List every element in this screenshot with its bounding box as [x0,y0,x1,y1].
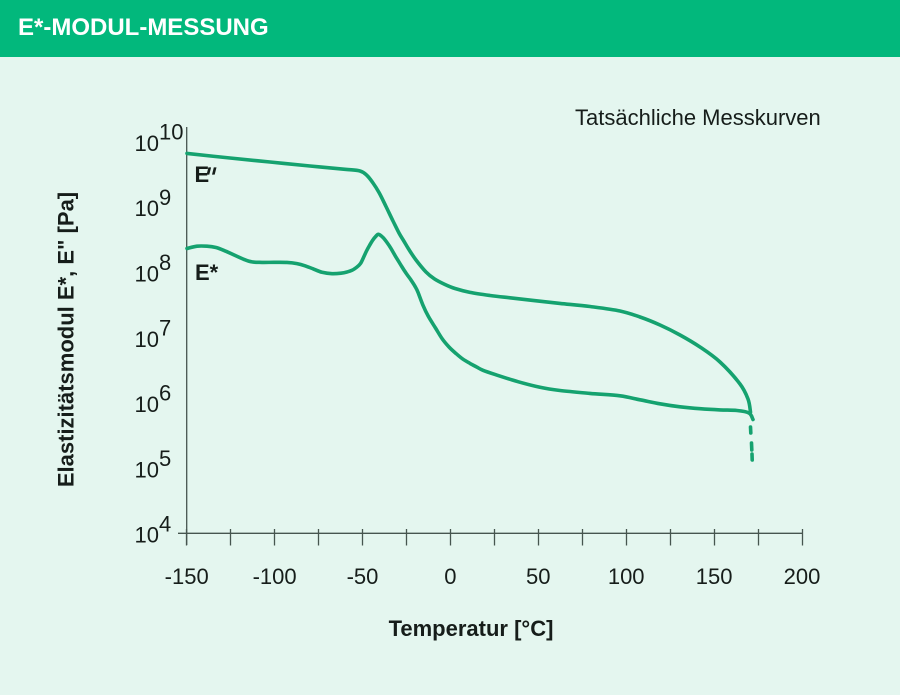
svg-text:150: 150 [696,564,733,589]
svg-text:E*: E* [195,260,219,285]
svg-text:8: 8 [159,250,171,275]
svg-text:-100: -100 [253,564,297,589]
svg-text:10: 10 [135,392,159,417]
svg-text:Temperatur [°C]: Temperatur [°C] [389,616,554,641]
svg-text:100: 100 [608,564,645,589]
svg-text:10: 10 [159,120,183,145]
svg-text:10: 10 [135,457,159,482]
svg-text:10: 10 [135,262,159,287]
svg-text:6: 6 [159,381,171,406]
svg-text:E: E [195,162,210,187]
svg-text:10: 10 [135,523,159,548]
svg-text:Tatsächliche Messkurven: Tatsächliche Messkurven [575,105,821,130]
svg-text:10: 10 [135,327,159,352]
svg-text:-150: -150 [165,564,209,589]
svg-text:200: 200 [784,564,821,589]
svg-text:50: 50 [526,564,550,589]
svg-text:7: 7 [159,315,171,340]
svg-text:4: 4 [159,511,171,536]
svg-text:-50: -50 [347,564,379,589]
svg-text:10: 10 [135,196,159,221]
svg-text:Elastizitätsmodul E*, E" [Pa]: Elastizitätsmodul E*, E" [Pa] [54,192,79,487]
svg-text:10: 10 [135,131,159,156]
svg-text:5: 5 [159,446,171,471]
svg-text:0: 0 [444,564,456,589]
svg-text:9: 9 [159,185,171,210]
